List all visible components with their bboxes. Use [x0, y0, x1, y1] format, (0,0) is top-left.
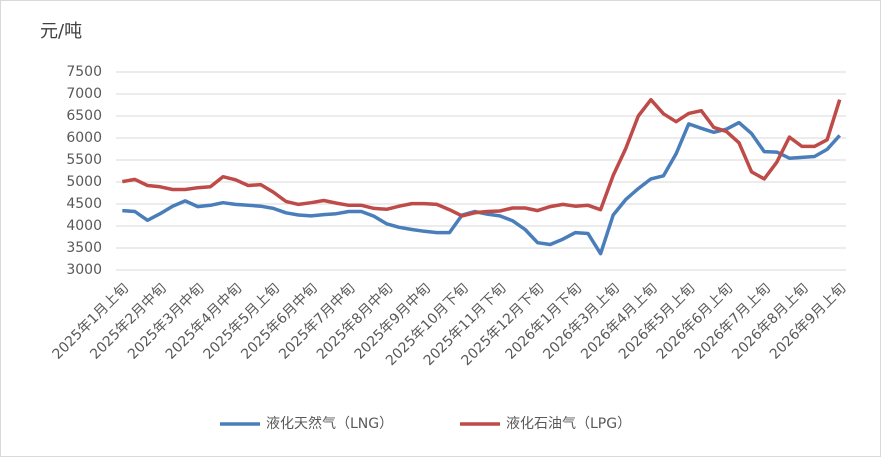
- y-tick-label: 3500: [66, 240, 102, 256]
- y-tick-label: 7500: [66, 64, 102, 80]
- y-tick-label: 5000: [66, 174, 102, 190]
- y-tick-label: 3000: [66, 262, 102, 278]
- legend-label: 液化天然气（LNG）: [266, 415, 393, 432]
- y-tick-label: 4000: [66, 218, 102, 234]
- y-tick-label: 7000: [66, 86, 102, 102]
- y-tick-label: 6000: [66, 130, 102, 146]
- y-axis-label: 元/吨: [40, 21, 82, 42]
- y-tick-label: 5500: [66, 152, 102, 168]
- y-tick-label: 6500: [66, 108, 102, 124]
- y-tick-label: 4500: [66, 196, 102, 212]
- series-line: [121, 97, 842, 218]
- legend-label: 液化石油气（LPG）: [506, 416, 631, 432]
